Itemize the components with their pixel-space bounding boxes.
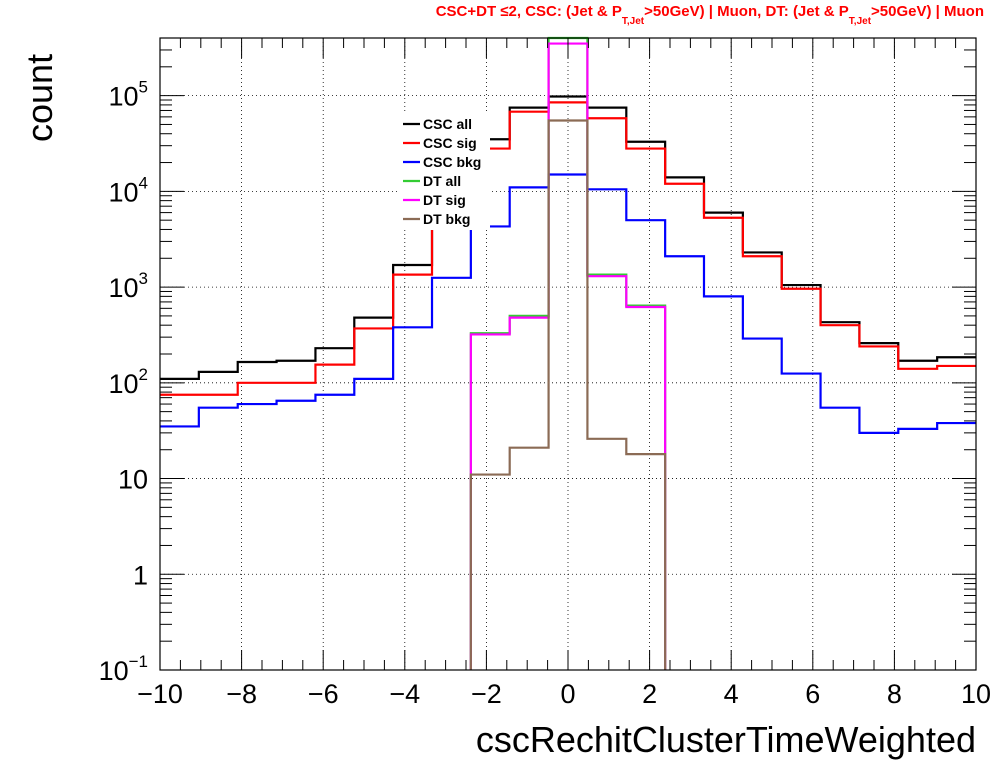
series-dt-sig (469, 42, 667, 670)
x-tick-label: −2 (471, 679, 502, 709)
y-tick-label: 103 (108, 269, 148, 303)
x-tick-label: −8 (226, 679, 257, 709)
series-line-csc-bkg (160, 173, 976, 434)
title-part-1: CSC+DT ≤2, CSC: (Jet & P (436, 3, 622, 20)
title-subscript-1: T,Jet (622, 16, 645, 27)
y-tick-label: 104 (108, 173, 148, 207)
x-tick-label: 10 (961, 679, 991, 709)
x-axis-title: cscRechitClusterTimeWeighted (476, 719, 976, 760)
x-tick-labels: −10 −8 −6 −4 −2 0 2 4 6 8 10 (137, 679, 991, 709)
legend-label-dt-bkg: DT bkg (423, 211, 470, 227)
y-tick-labels: 10−1 1 10 102 103 104 105 (99, 78, 148, 686)
title-part-2: >50GeV) | Muon, DT: (Jet & P (644, 3, 849, 20)
y-tick-label: 10 (118, 465, 148, 495)
x-tick-label: −4 (389, 679, 420, 709)
legend: CSC all CSC sig CSC bkg DT all DT sig DT bkg (398, 112, 490, 230)
y-tick-label: 10−1 (99, 652, 148, 686)
series-line-csc-all (160, 95, 976, 380)
y-axis-title: count (19, 54, 60, 142)
title-part-3: >50GeV) | Muon (871, 3, 984, 20)
x-tick-label: 4 (724, 679, 739, 709)
series-csc-all (160, 95, 976, 380)
legend-label-dt-sig: DT sig (423, 192, 466, 208)
x-tick-label: −6 (308, 679, 339, 709)
chart-title: CSC+DT ≤2, CSC: (Jet & PT,Jet>50GeV) | M… (436, 3, 984, 27)
x-tick-label: 2 (642, 679, 657, 709)
title-subscript-2: T,Jet (849, 16, 872, 27)
y-tick-label: 105 (108, 78, 148, 112)
series-line-dt-sig (469, 42, 667, 670)
legend-label-csc-all: CSC all (423, 116, 472, 132)
grid (160, 38, 976, 670)
legend-label-csc-sig: CSC sig (423, 135, 477, 151)
x-tick-label: 6 (805, 679, 820, 709)
legend-label-csc-bkg: CSC bkg (423, 154, 481, 170)
series-csc-bkg (160, 173, 976, 434)
x-tick-label: −10 (137, 679, 183, 709)
legend-label-dt-all: DT all (423, 173, 461, 189)
x-tick-label: 8 (887, 679, 902, 709)
y-tick-label: 1 (133, 560, 148, 590)
legend-box (398, 112, 490, 230)
axis-ticks (159, 37, 977, 671)
series-line-dt-bkg (469, 119, 667, 670)
y-tick-label: 102 (108, 365, 148, 399)
x-tick-label: 0 (560, 679, 575, 709)
series-dt-bkg (469, 119, 667, 670)
